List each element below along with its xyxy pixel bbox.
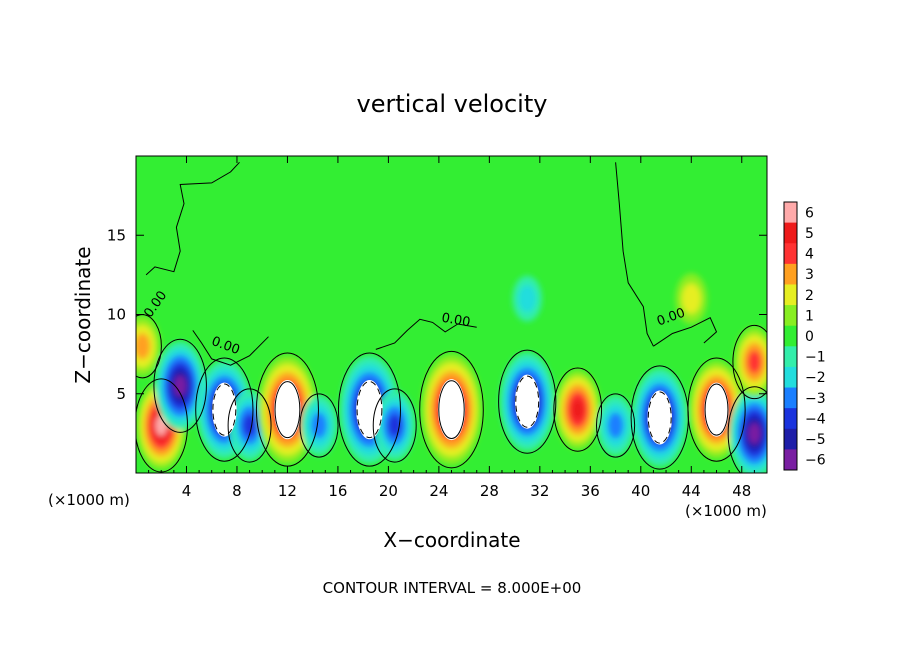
x-tick-label: 36 bbox=[581, 482, 600, 500]
velocity-cell-core bbox=[212, 382, 237, 437]
zero-contour-mid-right bbox=[653, 317, 718, 347]
colorbar-tick-label: −5 bbox=[805, 432, 826, 448]
contour-core-line bbox=[515, 375, 540, 428]
contour-core-line bbox=[356, 381, 383, 439]
colorbar-swatch bbox=[784, 366, 797, 389]
zero-contour-line bbox=[687, 357, 746, 462]
x-tick-label: 32 bbox=[530, 482, 549, 500]
velocity-cell-ring bbox=[518, 284, 537, 313]
zero-contour-line bbox=[372, 388, 417, 463]
velocity-cell-ring bbox=[607, 412, 624, 439]
zero-contour-line bbox=[595, 393, 636, 458]
zero-contour-line bbox=[337, 352, 401, 467]
zero-contour-line bbox=[299, 393, 339, 458]
colorbar-swatch bbox=[784, 243, 797, 265]
velocity-cell-ring bbox=[174, 375, 186, 397]
colorbar-swatch bbox=[784, 408, 797, 430]
zero-contour-line bbox=[727, 386, 767, 473]
y-ticks: 5 10 15 bbox=[107, 226, 767, 403]
colorbar: 6 5 4 3 2 1 0 −1 −2 −3 −4 −5 −6 bbox=[783, 201, 826, 471]
velocity-cell-ring bbox=[681, 283, 701, 314]
zero-contour-line bbox=[553, 367, 603, 452]
zero-contour-line bbox=[195, 357, 254, 462]
x-axis-label: X−coordinate bbox=[383, 528, 520, 552]
colorbar-tick-label: −6 bbox=[805, 453, 826, 469]
contour-core-line bbox=[438, 380, 465, 439]
colorbar-tick-label: 5 bbox=[805, 226, 814, 242]
x-tick-label: 28 bbox=[480, 482, 499, 500]
colorbar-frame bbox=[783, 201, 798, 471]
colorbar-tick-label: 6 bbox=[805, 205, 814, 221]
colorbar-tick-label: 2 bbox=[805, 288, 814, 304]
velocity-cell-ring bbox=[571, 398, 584, 421]
x-tick-label: 24 bbox=[429, 482, 448, 500]
x-units-left: (×1000 m) bbox=[48, 491, 130, 509]
velocity-cell-core bbox=[514, 374, 540, 429]
x-tick-label: 40 bbox=[631, 482, 650, 500]
contour-core-line bbox=[647, 391, 672, 444]
velocity-cell-core bbox=[437, 379, 466, 441]
colorbar-swatch bbox=[784, 449, 797, 471]
colorbar-tick-label: 3 bbox=[805, 267, 814, 283]
colorbar-swatch bbox=[784, 305, 797, 327]
x-tick-label: 16 bbox=[328, 482, 347, 500]
contour-core-line bbox=[274, 381, 301, 439]
y-tick-label: 10 bbox=[107, 306, 126, 324]
zero-contour-line bbox=[732, 324, 767, 400]
heatmap-field bbox=[136, 156, 767, 473]
velocity-cell-core bbox=[356, 379, 383, 440]
zero-contour-mid-center bbox=[375, 318, 477, 350]
zero-contour-line bbox=[227, 388, 272, 463]
colorbar-tick-label: 0 bbox=[805, 329, 814, 345]
colorbar-tick-label: −2 bbox=[805, 370, 826, 386]
x-units-right: (×1000 m) bbox=[685, 502, 767, 520]
zero-contour-mid-left bbox=[192, 330, 269, 366]
contour-interval-footer: CONTOUR INTERVAL = 8.000E+00 bbox=[323, 579, 582, 597]
zero-contour-line bbox=[419, 350, 484, 469]
velocity-cell-ring bbox=[155, 415, 168, 436]
x-tick-label: 48 bbox=[732, 482, 751, 500]
colorbar-swatch bbox=[784, 202, 797, 224]
colorbar-swatch bbox=[784, 325, 797, 347]
colorbar-swatch bbox=[784, 346, 797, 368]
colorbar-swatch bbox=[784, 428, 797, 450]
colorbar-swatch bbox=[784, 284, 797, 306]
colorbar-tick-label: 1 bbox=[805, 308, 814, 324]
colorbar-tick-label: −3 bbox=[805, 391, 826, 407]
colorbar-tick-label: 4 bbox=[805, 247, 814, 263]
x-tick-label: 4 bbox=[182, 482, 192, 500]
colorbar-swatch bbox=[784, 222, 797, 244]
zero-contour-line bbox=[498, 349, 557, 454]
velocity-cell-ring bbox=[747, 350, 762, 374]
velocity-cell-ring bbox=[136, 333, 151, 360]
zero-contour-upper-left bbox=[145, 161, 240, 276]
velocity-cell-core bbox=[704, 382, 729, 437]
x-tick-label: 8 bbox=[232, 482, 242, 500]
x-ticks: 4 8 12 16 20 24 28 32 36 40 44 48 bbox=[148, 156, 755, 500]
velocity-cell-core bbox=[274, 379, 301, 440]
contour-core-line bbox=[212, 383, 237, 436]
x-tick-label: 12 bbox=[278, 482, 297, 500]
colorbar-tick-label: −1 bbox=[805, 350, 826, 366]
y-tick-label: 5 bbox=[116, 385, 126, 403]
contour-core-line bbox=[704, 383, 729, 436]
colorbar-swatch bbox=[784, 263, 797, 285]
x-tick-label: 44 bbox=[682, 482, 701, 500]
zero-contour-line bbox=[153, 338, 207, 433]
x-tick-label: 20 bbox=[379, 482, 398, 500]
colorbar-tick-label: −4 bbox=[805, 411, 826, 427]
velocity-cell-core bbox=[647, 390, 672, 445]
chart-title: vertical velocity bbox=[357, 90, 548, 118]
velocity-cell-ring bbox=[748, 423, 761, 444]
velocity-cell-ring bbox=[311, 412, 327, 439]
velocity-cell-ring bbox=[242, 413, 257, 438]
contour-label: 0.00 bbox=[440, 311, 471, 331]
y-axis-label: Z−coordinate bbox=[71, 246, 95, 383]
y-tick-label: 15 bbox=[107, 226, 126, 244]
colorbar-swatch bbox=[784, 387, 797, 409]
zero-contour-upper-right bbox=[615, 162, 654, 347]
